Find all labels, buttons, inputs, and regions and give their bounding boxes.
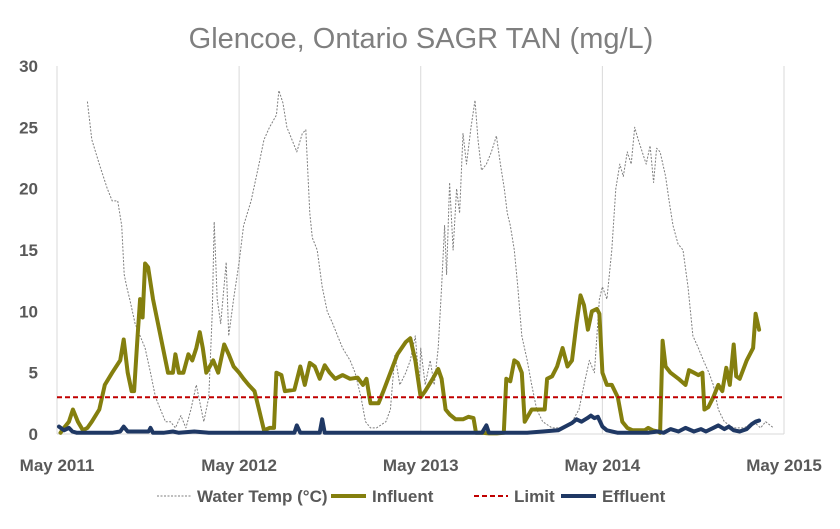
chart-title: Glencoe, Ontario SAGR TAN (mg/L) — [189, 23, 654, 55]
x-tick-label: May 2013 — [383, 456, 459, 475]
series-line-influent — [58, 261, 762, 436]
y-tick-label: 25 — [19, 118, 38, 137]
legend: Water Temp (°C) Influent Limit Effluent — [157, 487, 666, 506]
x-tick-label: May 2015 — [746, 456, 822, 475]
series-line-water-temp-c — [86, 90, 774, 429]
series-layer — [57, 90, 784, 436]
y-tick-label: 30 — [19, 57, 38, 76]
legend-label: Water Temp (°C) — [197, 487, 328, 506]
y-tick-label: 0 — [29, 425, 38, 444]
y-tick-label: 10 — [19, 302, 38, 321]
y-tick-label: 5 — [29, 364, 38, 383]
legend-label: Influent — [372, 487, 434, 506]
legend-label: Limit — [514, 487, 555, 506]
y-axis-ticks: 0 5 10 15 20 25 30 — [19, 57, 38, 444]
x-tick-label: May 2011 — [20, 456, 95, 475]
x-tick-label: May 2014 — [565, 456, 641, 475]
y-tick-label: 20 — [19, 180, 38, 199]
x-axis-ticks: May 2011 May 2012 May 2013 May 2014 May 2015 — [20, 456, 822, 475]
grid — [56, 66, 785, 435]
x-tick-label: May 2012 — [201, 456, 277, 475]
series-line-effluent — [57, 413, 762, 435]
legend-label: Effluent — [602, 487, 666, 506]
y-tick-label: 15 — [19, 241, 38, 260]
